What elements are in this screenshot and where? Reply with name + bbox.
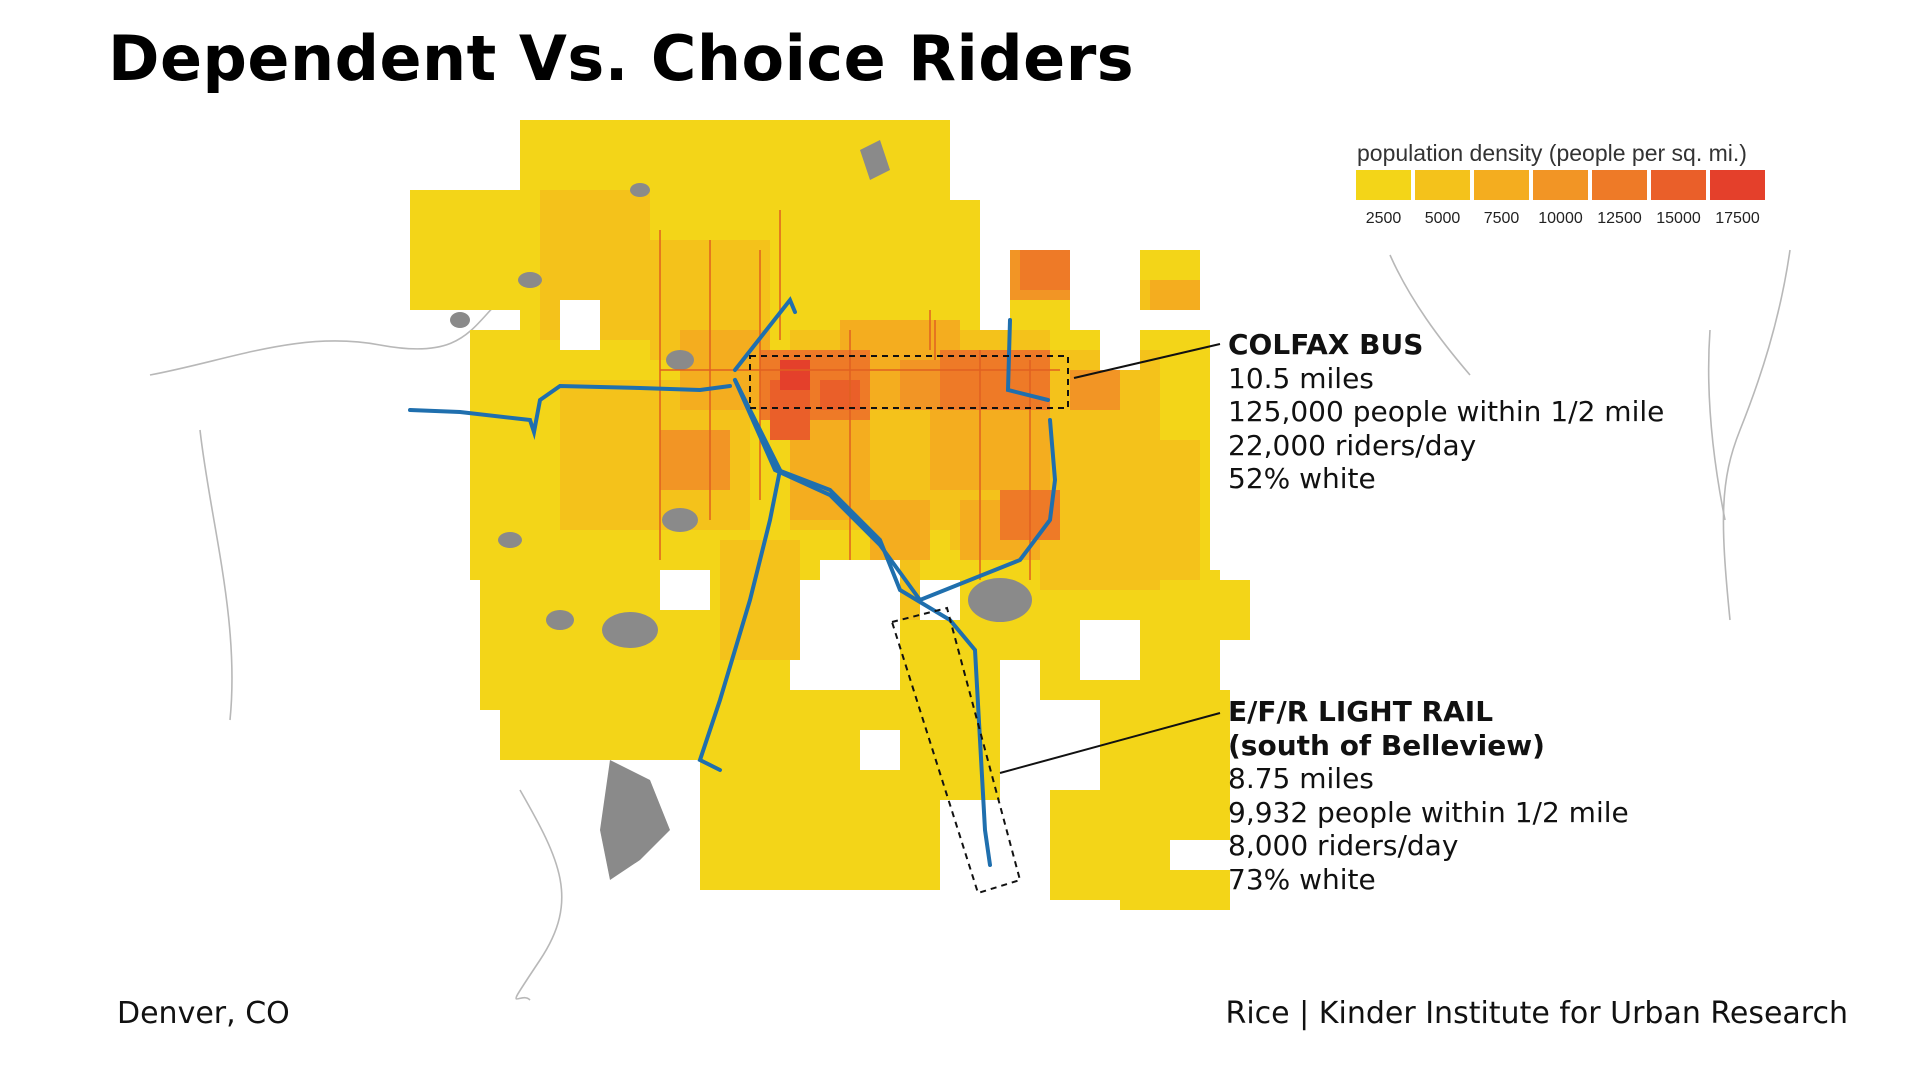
footer-location: Denver, CO — [117, 996, 290, 1031]
colfax-stat: 10.5 miles — [1228, 361, 1374, 395]
slide-title: Dependent Vs. Choice Riders — [108, 22, 1135, 95]
rail-stat: 9,932 people within 1/2 mile — [1228, 795, 1629, 829]
legend-color-scale — [1356, 170, 1765, 200]
legend-title: population density (people per sq. mi.) — [1357, 140, 1747, 166]
legend-swatch-17500 — [1710, 170, 1765, 200]
rail-stat: 73% white — [1228, 862, 1376, 896]
light-rail-callout: E/F/R LIGHT RAIL (south of Belleview) 8.… — [1228, 695, 1629, 896]
legend-swatch-15000 — [1651, 170, 1706, 200]
legend-tick: 7500 — [1483, 210, 1520, 227]
colfax-stat: 22,000 riders/day — [1228, 428, 1477, 462]
footer-credit: Rice | Kinder Institute for Urban Resear… — [1225, 996, 1849, 1031]
legend-tick: 12500 — [1597, 210, 1642, 227]
rail-heading: E/F/R LIGHT RAIL — [1228, 695, 1494, 728]
legend-tick: 17500 — [1715, 210, 1760, 227]
legend-tick: 15000 — [1656, 210, 1701, 227]
legend-swatch-5000 — [1415, 170, 1470, 200]
undeveloped-areas — [560, 300, 1140, 770]
light-rail-lines — [408, 296, 1058, 867]
colfax-stat: 125,000 people within 1/2 mile — [1228, 395, 1665, 428]
density-blocks — [410, 120, 1250, 910]
callout-boxes — [749, 355, 1069, 895]
legend-tick: 5000 — [1424, 210, 1461, 227]
legend-swatch-2500 — [1356, 170, 1411, 200]
callout-leaders — [999, 343, 1221, 774]
colfax-heading: COLFAX BUS — [1228, 328, 1424, 361]
rail-stat: 8,000 riders/day — [1228, 829, 1459, 862]
water-bodies — [450, 140, 1032, 880]
rail-corridor-box — [890, 606, 1022, 895]
legend-swatch-12500 — [1592, 170, 1647, 200]
legend-tick: 2500 — [1365, 210, 1402, 227]
legend-swatch-7500 — [1474, 170, 1529, 200]
legend-tick-labels: 2500 5000 7500 10000 12500 15000 17500 — [1356, 210, 1765, 228]
rail-subheading: (south of Belleview) — [1228, 728, 1545, 762]
colfax-stat: 52% white — [1228, 462, 1376, 495]
colfax-corridor-box — [749, 355, 1069, 409]
colfax-bus-callout: COLFAX BUS 10.5 miles 125,000 people wit… — [1228, 328, 1664, 496]
rail-stat: 8.75 miles — [1228, 762, 1374, 795]
legend-tick: 10000 — [1538, 210, 1583, 227]
legend-swatch-10000 — [1533, 170, 1588, 200]
